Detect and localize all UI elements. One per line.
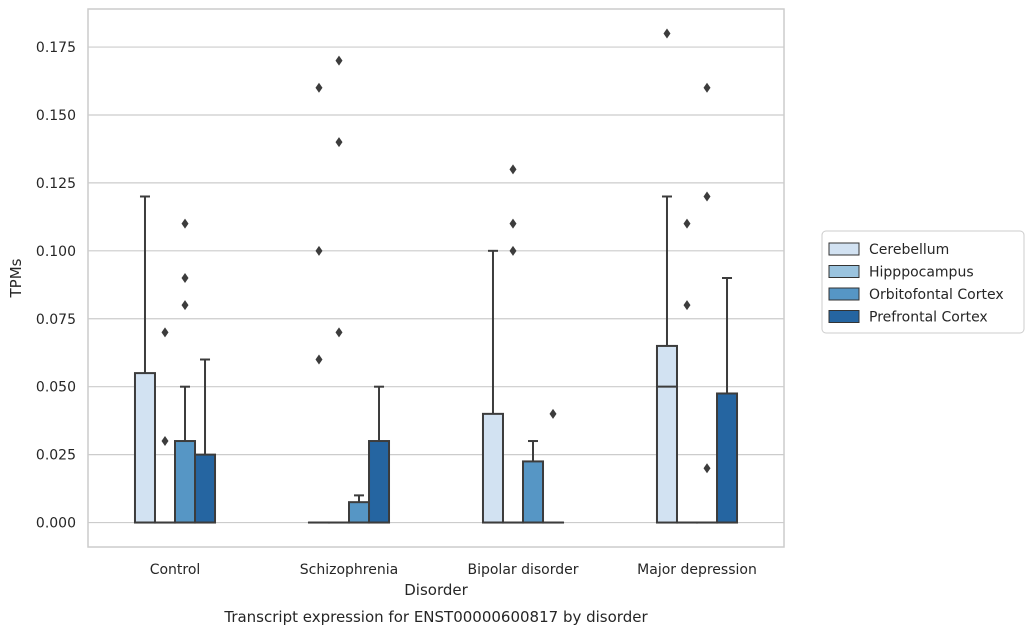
y-tick-label: 0.050 bbox=[36, 380, 76, 396]
figure-caption: Transcript expression for ENST0000060081… bbox=[223, 608, 648, 626]
outlier-point bbox=[509, 164, 517, 175]
outlier-point bbox=[703, 191, 711, 202]
x-tick-labels: Control Schizophrenia Bipolar disorder Majo… bbox=[150, 562, 757, 578]
box bbox=[174, 440, 197, 524]
outlier-point bbox=[703, 82, 711, 93]
outlier-point bbox=[181, 300, 189, 311]
box bbox=[348, 501, 371, 524]
outlier-point bbox=[509, 245, 517, 256]
legend-swatch bbox=[828, 310, 860, 323]
y-tick-label: 0.100 bbox=[36, 244, 76, 260]
legend-label: Orbitofontal Cortex bbox=[869, 287, 1004, 303]
box bbox=[716, 392, 739, 524]
outlier-point bbox=[335, 327, 343, 338]
y-tick-labels: 0.000 0.025 0.050 0.075 0.100 0.125 0.150 0.175 bbox=[36, 40, 76, 532]
outlier-point bbox=[161, 436, 169, 447]
legend: Cerebellum Hipppocampus Orbitofontal Corte… bbox=[821, 230, 1025, 334]
box bbox=[133, 372, 156, 524]
plot-frame bbox=[87, 8, 785, 548]
outlier-point bbox=[335, 137, 343, 148]
box bbox=[194, 453, 217, 524]
outlier-point bbox=[181, 218, 189, 229]
outlier-point bbox=[683, 218, 691, 229]
legend-swatch bbox=[828, 242, 860, 256]
y-tick-label: 0.025 bbox=[36, 448, 76, 464]
box bbox=[522, 460, 545, 524]
legend-swatch bbox=[828, 287, 860, 301]
x-axis-label: Disorder bbox=[404, 581, 468, 599]
legend-label: Cerebellum bbox=[869, 242, 949, 258]
x-tick-label: Control bbox=[150, 562, 201, 578]
legend-label: Prefrontal Cortex bbox=[869, 310, 988, 326]
y-axis-label: TPMs bbox=[7, 258, 25, 298]
series-orbitofontal-cortex bbox=[174, 82, 719, 524]
x-tick-label: Schizophrenia bbox=[300, 562, 398, 578]
outlier-point bbox=[181, 273, 189, 283]
legend-frame bbox=[821, 230, 1025, 334]
series-prefrontal-cortex bbox=[194, 277, 739, 524]
outlier-point bbox=[315, 354, 323, 365]
box-series bbox=[133, 28, 739, 524]
outlier-point bbox=[683, 300, 691, 311]
series-hipppocampus bbox=[153, 55, 698, 524]
y-tick-label: 0.150 bbox=[36, 108, 76, 124]
box bbox=[368, 440, 391, 524]
x-tick-label: Major depression bbox=[637, 562, 757, 578]
outlier-point bbox=[161, 327, 169, 338]
outlier-point bbox=[315, 245, 323, 256]
y-tick-label: 0.175 bbox=[36, 40, 76, 56]
outlier-point bbox=[315, 82, 323, 93]
x-tick-label: Bipolar disorder bbox=[467, 562, 578, 578]
box bbox=[655, 344, 678, 524]
series-cerebellum bbox=[133, 28, 678, 524]
legend-label: Hipppocampus bbox=[869, 265, 974, 281]
y-tick-label: 0.000 bbox=[36, 516, 76, 532]
y-tick-label: 0.075 bbox=[36, 312, 76, 328]
outlier-point bbox=[509, 218, 517, 229]
legend-swatch bbox=[828, 265, 860, 278]
outlier-point bbox=[703, 463, 711, 474]
box bbox=[481, 412, 504, 524]
outlier-point bbox=[663, 28, 671, 39]
outlier-point bbox=[335, 55, 343, 66]
outlier-point bbox=[549, 408, 557, 419]
y-tick-label: 0.125 bbox=[36, 176, 76, 192]
